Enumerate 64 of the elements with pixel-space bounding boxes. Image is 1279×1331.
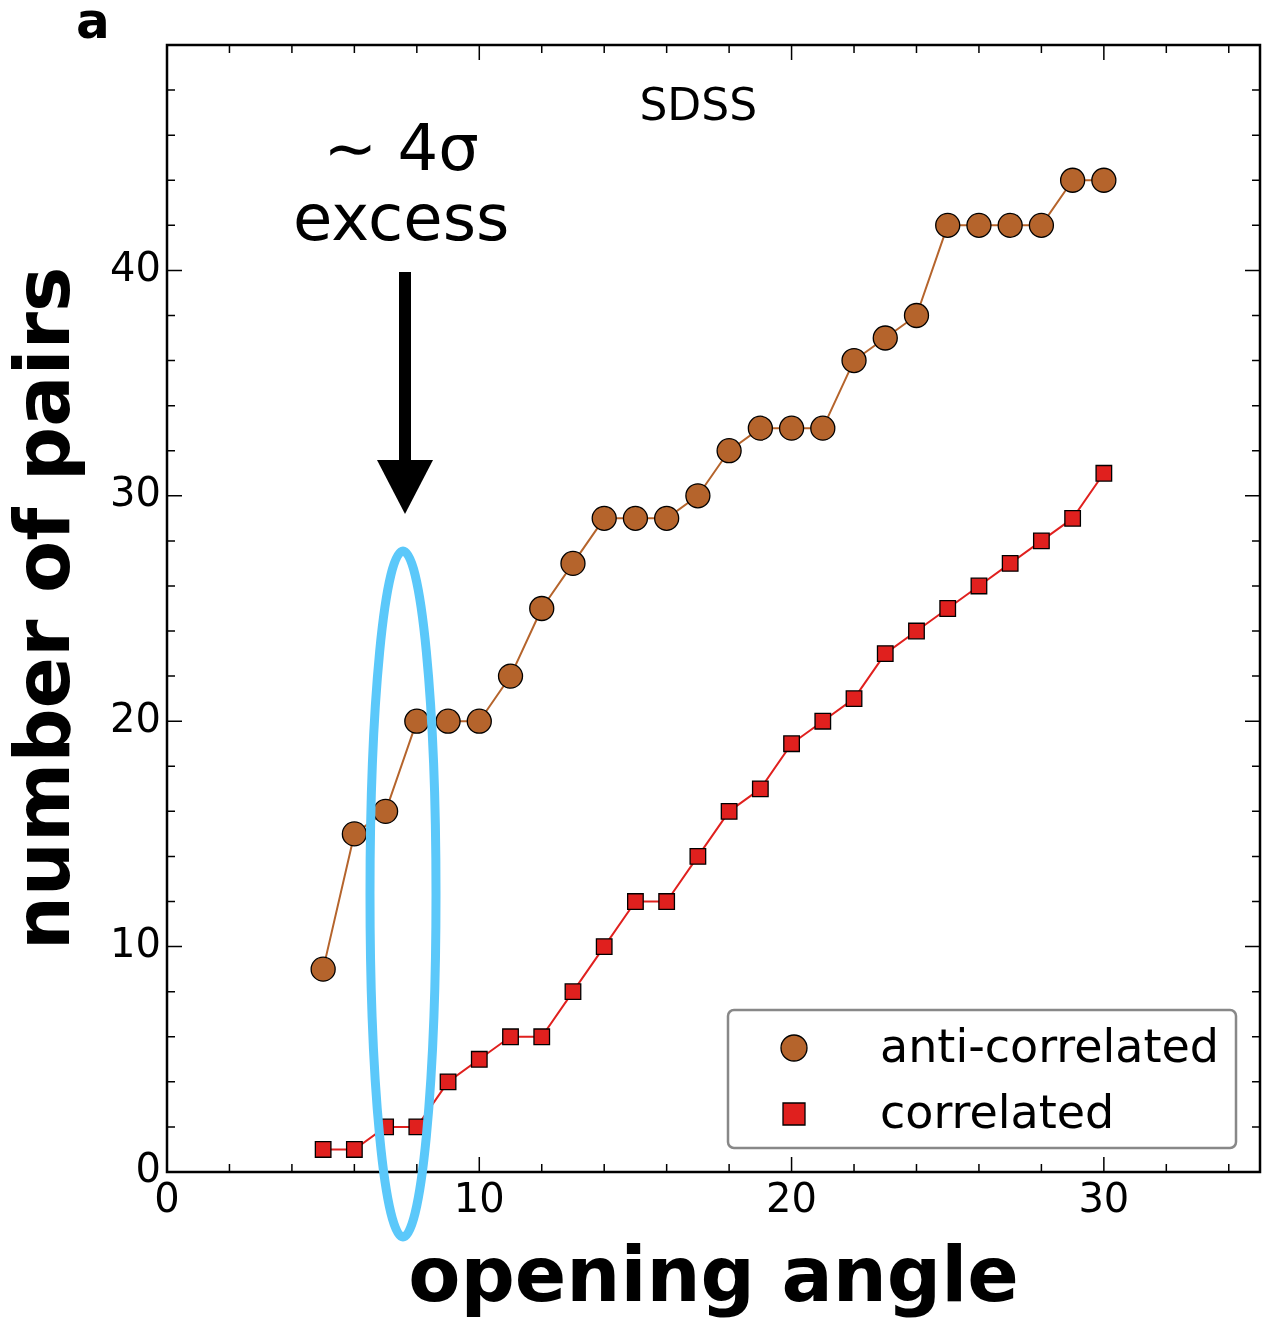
point bbox=[1059, 167, 1086, 193]
point bbox=[497, 663, 524, 689]
x-tick-label: 30 bbox=[1078, 1175, 1130, 1222]
point bbox=[903, 302, 930, 329]
point bbox=[872, 325, 898, 351]
y-tick-label: 10 bbox=[110, 919, 161, 966]
y-tick-label: 30 bbox=[110, 469, 161, 516]
y-axis-title: number of pairs bbox=[0, 266, 88, 951]
point bbox=[533, 1028, 551, 1046]
annotation: SDSS bbox=[639, 78, 758, 130]
point bbox=[314, 1141, 332, 1158]
x-axis-title: opening angle bbox=[408, 1230, 1019, 1320]
point bbox=[404, 708, 430, 734]
point bbox=[751, 780, 769, 798]
point bbox=[502, 1028, 519, 1046]
annotation: ∼ 4σ excess bbox=[292, 110, 511, 255]
point bbox=[778, 415, 805, 441]
point bbox=[1095, 464, 1113, 482]
point bbox=[1032, 532, 1050, 550]
point bbox=[466, 708, 492, 734]
legend-label: anti-correlated bbox=[880, 1018, 1220, 1073]
point bbox=[1001, 554, 1019, 572]
point bbox=[685, 483, 711, 509]
point bbox=[716, 438, 742, 464]
point bbox=[529, 595, 555, 622]
point bbox=[341, 821, 368, 847]
point bbox=[560, 550, 586, 577]
y-tick-label: 20 bbox=[110, 694, 161, 741]
legend-label: correlated bbox=[880, 1084, 1115, 1139]
x-tick-label: 10 bbox=[453, 1175, 505, 1222]
point bbox=[439, 1073, 457, 1091]
point bbox=[435, 708, 461, 734]
point bbox=[654, 505, 680, 531]
point bbox=[970, 577, 988, 595]
point bbox=[689, 848, 707, 865]
point bbox=[935, 212, 961, 238]
point bbox=[814, 712, 832, 730]
point bbox=[908, 622, 925, 640]
point bbox=[845, 690, 863, 708]
point bbox=[783, 735, 800, 753]
point bbox=[720, 802, 738, 820]
point bbox=[470, 1050, 488, 1068]
text: a bbox=[76, 0, 110, 50]
point bbox=[747, 415, 773, 441]
point bbox=[1028, 212, 1055, 238]
point bbox=[310, 956, 336, 982]
point bbox=[627, 893, 644, 910]
point bbox=[345, 1141, 363, 1158]
point bbox=[564, 983, 582, 1001]
point bbox=[591, 505, 617, 531]
point bbox=[966, 212, 992, 238]
point bbox=[622, 505, 649, 531]
point bbox=[841, 347, 867, 374]
point bbox=[939, 600, 957, 617]
point bbox=[810, 415, 836, 441]
y-tick-label: 40 bbox=[110, 243, 161, 290]
x-tick-label: 20 bbox=[766, 1175, 818, 1222]
point bbox=[1091, 167, 1117, 193]
point bbox=[595, 938, 613, 956]
point bbox=[372, 798, 399, 825]
point bbox=[658, 893, 676, 910]
point bbox=[1064, 509, 1082, 527]
point bbox=[997, 212, 1023, 238]
point bbox=[876, 645, 894, 663]
